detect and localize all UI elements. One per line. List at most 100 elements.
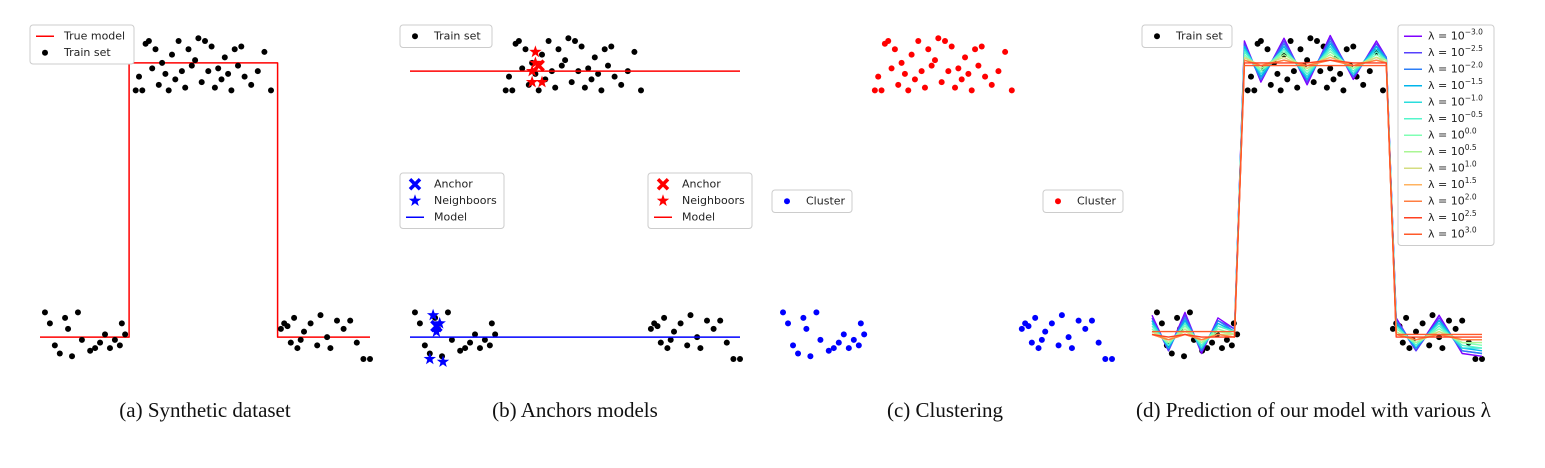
point xyxy=(457,347,464,354)
point xyxy=(1186,309,1193,316)
point xyxy=(221,54,228,61)
legend-label-base: λ = 10 xyxy=(1428,112,1465,125)
legend-label-base: λ = 10 xyxy=(1428,79,1465,92)
point xyxy=(638,87,644,94)
legend-swatch xyxy=(408,194,422,206)
legend-label: λ = 101.5 xyxy=(1428,175,1477,191)
point xyxy=(182,84,189,91)
point xyxy=(1002,48,1009,55)
point xyxy=(162,70,169,77)
point xyxy=(1158,320,1165,327)
legend-label-exponent: −3.0 xyxy=(1465,27,1483,36)
point xyxy=(159,59,166,66)
legend-label-exponent: 1.0 xyxy=(1465,159,1477,168)
point xyxy=(492,331,499,338)
legend-label-base: λ = 10 xyxy=(1428,128,1465,141)
point xyxy=(830,345,837,352)
legend-swatch xyxy=(1055,198,1061,205)
point xyxy=(502,87,509,94)
point xyxy=(41,309,48,316)
point xyxy=(367,356,373,363)
point xyxy=(254,68,261,75)
point xyxy=(697,345,704,352)
legend-label-base: λ = 10 xyxy=(1428,29,1465,42)
point xyxy=(324,334,331,341)
point xyxy=(1102,356,1109,363)
neighbor-marker xyxy=(430,325,443,337)
point xyxy=(225,70,232,77)
point xyxy=(69,353,76,360)
point xyxy=(118,320,125,327)
point xyxy=(65,325,72,332)
plot xyxy=(780,35,1115,363)
point xyxy=(1472,356,1479,363)
point xyxy=(945,68,952,75)
point xyxy=(1327,65,1334,72)
point xyxy=(1479,356,1485,363)
point xyxy=(1042,328,1049,335)
point xyxy=(572,37,578,44)
legend-box xyxy=(1397,24,1495,246)
point xyxy=(1038,336,1045,343)
legend: Cluster xyxy=(771,189,853,213)
legend-label-exponent: −0.5 xyxy=(1465,109,1483,118)
series-line xyxy=(1151,48,1483,349)
point xyxy=(687,312,694,319)
legend-label: Cluster xyxy=(806,194,846,207)
point xyxy=(1304,57,1311,64)
point xyxy=(895,81,902,88)
point xyxy=(169,51,175,58)
point xyxy=(618,81,625,88)
point xyxy=(205,68,212,75)
point xyxy=(995,68,1002,75)
point xyxy=(601,46,608,53)
legend-swatch xyxy=(656,194,670,206)
point xyxy=(46,320,53,327)
point xyxy=(287,339,294,346)
point xyxy=(888,65,895,72)
point xyxy=(978,43,985,50)
point xyxy=(608,43,615,50)
legend-label: λ = 10−2.0 xyxy=(1428,60,1483,76)
legend-box xyxy=(399,24,493,48)
point xyxy=(938,79,945,86)
point xyxy=(62,314,69,321)
point xyxy=(1452,325,1459,332)
point xyxy=(111,336,118,343)
point xyxy=(565,35,572,42)
point xyxy=(360,356,367,363)
point xyxy=(522,46,529,53)
legend-label: λ = 102.5 xyxy=(1428,208,1477,224)
legend-label-exponent: −2.5 xyxy=(1465,43,1483,52)
legend-label-base: λ = 10 xyxy=(1428,95,1465,108)
point xyxy=(228,87,235,94)
point xyxy=(1257,37,1264,44)
point xyxy=(284,323,291,330)
neighbor-marker xyxy=(529,45,542,58)
legend-label: Cluster xyxy=(1077,194,1117,207)
point xyxy=(1340,87,1347,94)
neighbor-marker xyxy=(529,56,542,69)
point xyxy=(198,79,205,86)
legend-label-base: λ = 10 xyxy=(1428,145,1465,158)
point xyxy=(1343,46,1350,53)
point xyxy=(730,356,737,363)
point xyxy=(347,317,354,324)
point xyxy=(723,339,730,346)
point xyxy=(1153,309,1160,316)
point xyxy=(1337,70,1344,77)
point xyxy=(145,37,152,44)
legend-label: λ = 10−3.0 xyxy=(1428,27,1483,43)
point xyxy=(850,336,857,343)
caption: (a) Synthetic dataset xyxy=(119,398,291,422)
legend-swatch xyxy=(408,178,422,191)
point xyxy=(509,87,516,94)
point xyxy=(737,356,743,363)
point xyxy=(481,336,488,343)
series-line xyxy=(40,62,370,338)
point xyxy=(172,76,179,83)
point xyxy=(155,81,162,88)
point xyxy=(891,46,898,53)
point xyxy=(1234,331,1241,338)
